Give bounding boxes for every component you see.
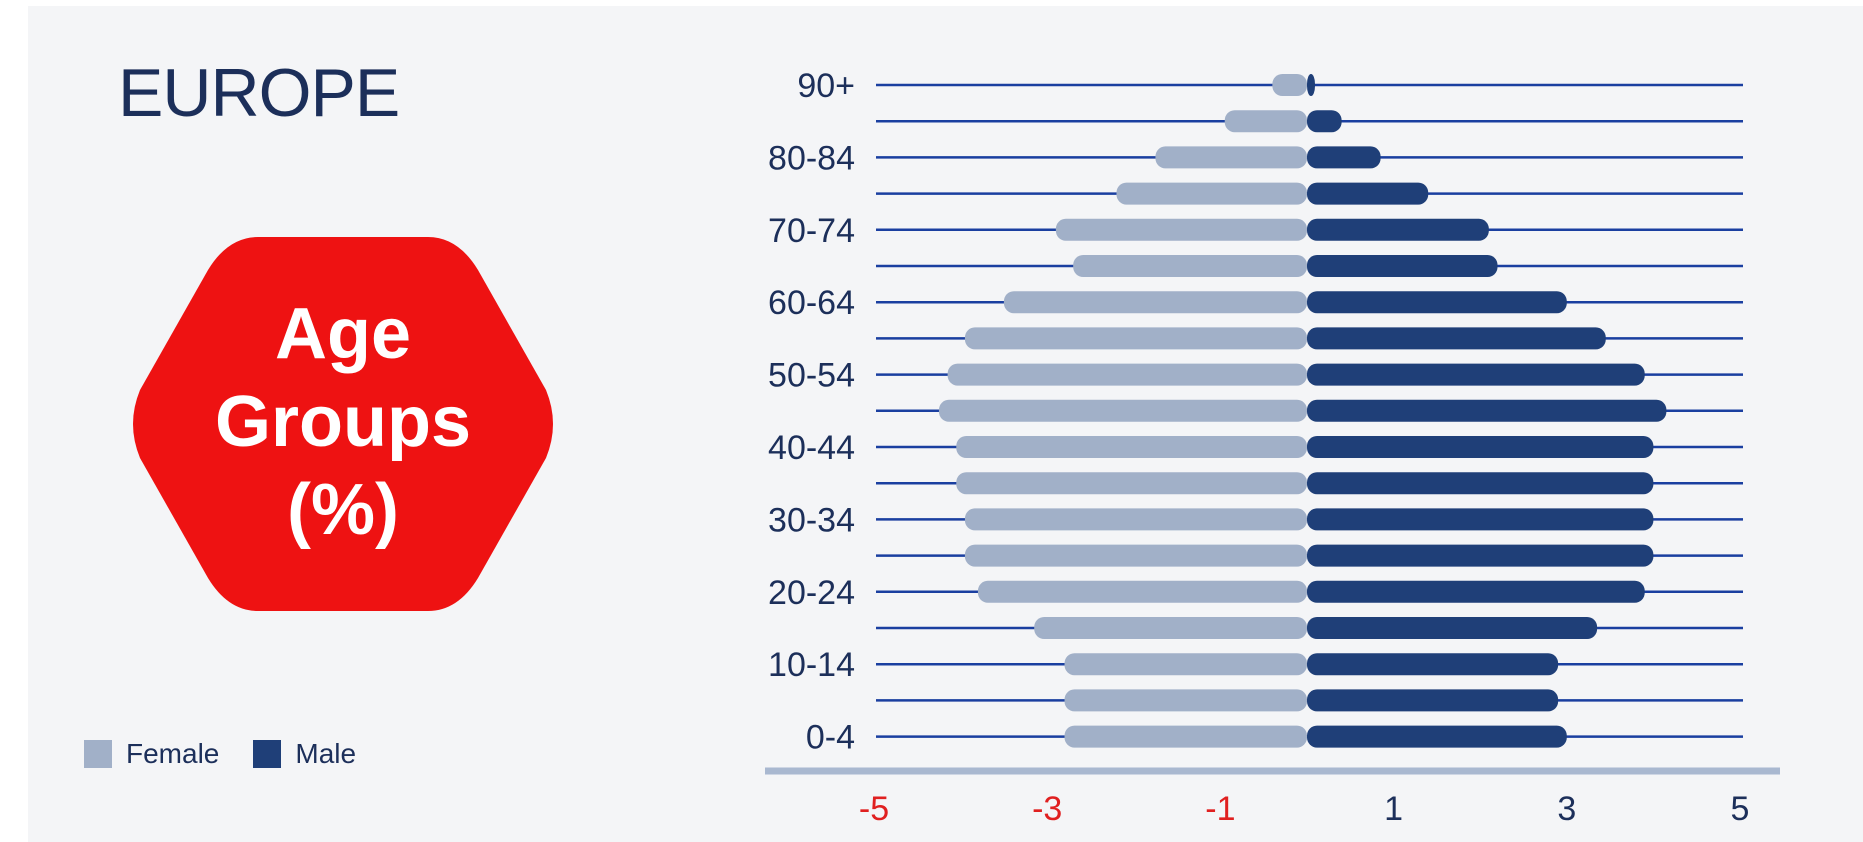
- bar-male: [1307, 580, 1645, 603]
- bar-male: [1307, 327, 1606, 350]
- bar-female: [1073, 255, 1307, 277]
- category-label: 80-84: [768, 139, 855, 177]
- bar-female: [964, 544, 1307, 567]
- male-swatch: [253, 740, 282, 768]
- bar-male: [1307, 182, 1429, 205]
- legend-label-female: Female: [126, 738, 220, 769]
- category-label: 90+: [797, 67, 855, 105]
- bar-male: [1307, 110, 1342, 133]
- bar-male: [1307, 74, 1315, 96]
- bar-female: [947, 363, 1307, 386]
- legend: Female Male: [84, 738, 390, 770]
- x-tick-label: 5: [1731, 790, 1750, 828]
- x-tick-label: -1: [1205, 790, 1235, 828]
- badge-line-1: Age: [274, 294, 412, 374]
- x-tick-label: 1: [1384, 790, 1403, 828]
- bar-female: [1064, 689, 1307, 712]
- bar-male: [1307, 291, 1567, 314]
- badge-text: Age Groups (%): [128, 290, 558, 554]
- female-swatch: [84, 740, 112, 768]
- category-label: 10-14: [768, 646, 855, 684]
- bar-male: [1307, 689, 1559, 712]
- bar-female: [1064, 725, 1307, 748]
- bar-male: [1307, 725, 1567, 748]
- category-label: 30-34: [768, 501, 855, 539]
- category-label: 40-44: [768, 429, 855, 467]
- bar-female: [1064, 653, 1307, 676]
- bar-male: [1307, 255, 1498, 277]
- legend-item-male: Male: [253, 738, 356, 770]
- bar-male: [1307, 399, 1667, 422]
- x-tick-label: -5: [859, 790, 889, 828]
- category-label: 0-4: [806, 719, 855, 757]
- bar-male: [1307, 617, 1598, 639]
- category-label: 50-54: [768, 357, 855, 395]
- bar-female: [1272, 74, 1307, 96]
- age-groups-hexagon: [133, 237, 553, 611]
- bar-male: [1307, 653, 1559, 676]
- legend-item-female: Female: [84, 738, 219, 770]
- bar-female: [964, 327, 1307, 350]
- bar-male: [1307, 436, 1654, 458]
- bar-female: [964, 508, 1307, 531]
- category-label: 70-74: [768, 212, 855, 250]
- bar-female: [977, 580, 1307, 603]
- bar-male: [1307, 544, 1654, 567]
- x-tick-label: -3: [1032, 790, 1062, 828]
- bar-female: [1155, 146, 1307, 169]
- hexagon-shape: [133, 237, 553, 611]
- bar-female: [956, 472, 1307, 495]
- badge-line-3: (%): [287, 470, 399, 550]
- legend-label-male: Male: [295, 738, 357, 769]
- bar-male: [1307, 472, 1654, 495]
- bar-female: [1116, 182, 1307, 205]
- bar-male: [1307, 218, 1489, 241]
- category-label: 20-24: [768, 574, 855, 612]
- bar-male: [1307, 146, 1381, 169]
- bar-female: [1034, 617, 1307, 639]
- bar-female: [1224, 110, 1307, 133]
- badge-line-2: Groups: [214, 382, 471, 462]
- bar-female: [1003, 291, 1307, 314]
- bar-male: [1307, 363, 1645, 386]
- category-label: 60-64: [768, 284, 855, 322]
- region-title: EUROPE: [118, 55, 400, 131]
- bar-female: [938, 399, 1307, 422]
- x-tick-label: 3: [1557, 790, 1576, 828]
- bar-female: [1055, 218, 1307, 241]
- bar-male: [1307, 508, 1654, 531]
- bar-female: [956, 436, 1307, 458]
